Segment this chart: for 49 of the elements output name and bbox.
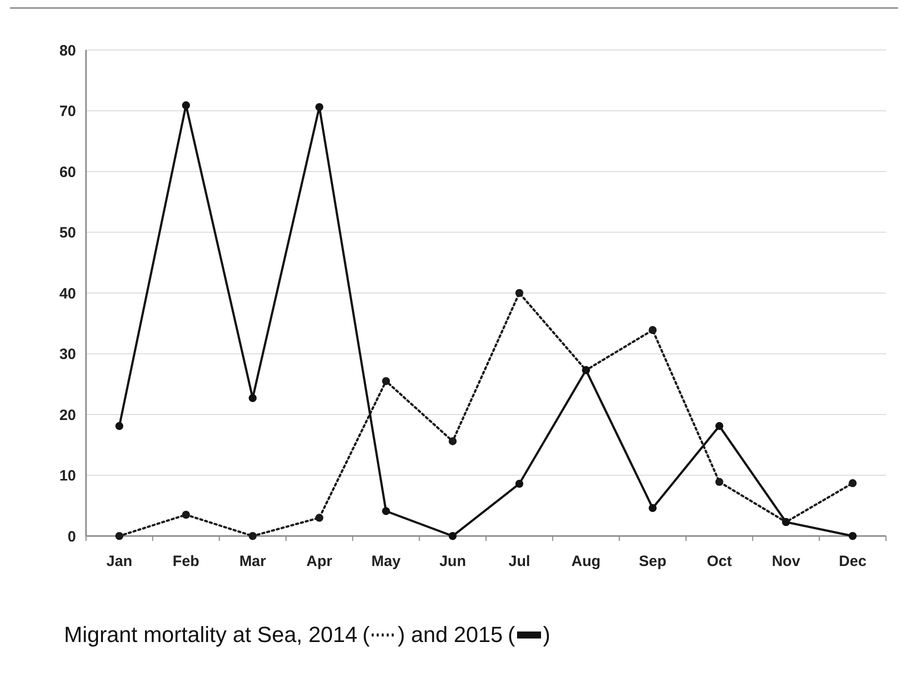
text: and [411, 622, 448, 647]
point [382, 377, 390, 386]
point [515, 480, 524, 488]
text: ( [508, 622, 516, 647]
point [648, 326, 657, 334]
text: Migrant mortality at Sea, [64, 622, 302, 647]
y-tick-label: 30 [59, 346, 76, 363]
point [382, 507, 390, 516]
y-tick-label: 40 [59, 285, 76, 302]
x-tick-label: Aug [571, 553, 601, 570]
y-tick-label: 80 [59, 42, 76, 60]
point [515, 289, 524, 297]
x-tick-label: Oct [706, 553, 732, 570]
x-tick-label: Mar [239, 553, 266, 570]
x-tick-label: Feb [172, 553, 200, 570]
point [115, 532, 124, 540]
legend-label: 2015 [454, 622, 503, 647]
point [315, 103, 324, 112]
x-tick-label: Jun [439, 553, 466, 570]
text: ) [398, 622, 406, 647]
point [182, 101, 190, 110]
point [315, 514, 324, 522]
y-tick-label: 50 [59, 224, 76, 242]
point [248, 532, 257, 540]
x-tick-label: Jan [106, 553, 132, 570]
y-tick-label: 70 [59, 103, 76, 120]
point [648, 504, 657, 512]
point [448, 532, 457, 540]
point [715, 422, 724, 430]
point [848, 532, 857, 540]
point [715, 478, 724, 486]
point [115, 422, 124, 430]
point [848, 479, 857, 488]
x-tick-label: Dec [838, 553, 866, 570]
x-tick-label: Nov [772, 553, 801, 570]
point [248, 394, 257, 402]
y-tick-label: 0 [68, 528, 76, 546]
point [448, 437, 457, 446]
text: ( [362, 622, 370, 647]
point [182, 510, 190, 519]
x-tick-label: Apr [306, 553, 332, 570]
y-tick-label: 10 [59, 468, 76, 484]
x-tick-label: May [371, 553, 402, 570]
x-tick-label: Sep [638, 553, 666, 570]
legend-label: 2014 [308, 622, 358, 647]
y-tick-label: 20 [59, 406, 76, 424]
y-tick-label: 60 [59, 164, 76, 181]
text: ) [543, 622, 550, 647]
x-tick-label: Jul [508, 553, 530, 570]
